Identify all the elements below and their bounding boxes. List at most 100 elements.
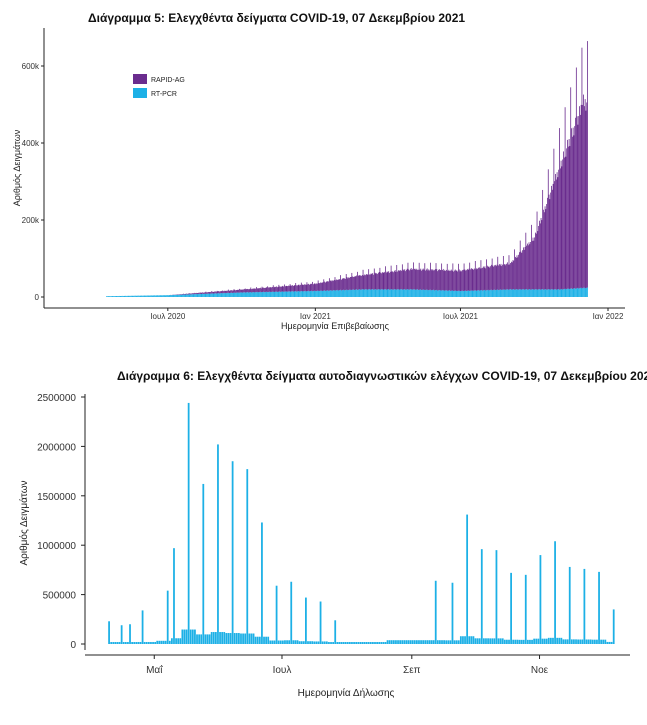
bar-rt-pcr bbox=[336, 289, 338, 297]
bar-rapid-ag bbox=[531, 240, 533, 290]
bar-rt-pcr bbox=[397, 289, 399, 297]
bar-rt-pcr bbox=[498, 289, 500, 297]
bar-rapid-ag bbox=[458, 269, 460, 291]
bar-rt-pcr bbox=[111, 296, 113, 297]
bar-rt-pcr bbox=[341, 290, 343, 297]
bar-rapid-ag bbox=[349, 277, 350, 290]
bar-rt-pcr bbox=[535, 289, 536, 297]
bar-self-test bbox=[340, 642, 343, 644]
bar-rapid-ag bbox=[182, 294, 184, 295]
bar-rt-pcr bbox=[430, 290, 432, 297]
bar-rt-pcr bbox=[320, 290, 322, 297]
bar-self-test bbox=[277, 640, 280, 644]
bar-self-test bbox=[191, 629, 194, 644]
bar-rapid-ag bbox=[297, 285, 299, 292]
bar-rt-pcr bbox=[523, 289, 524, 297]
bar-rapid-ag bbox=[526, 245, 528, 290]
bar-rt-pcr bbox=[155, 295, 157, 297]
bar-rapid-ag bbox=[544, 206, 546, 290]
bar-rt-pcr bbox=[376, 289, 378, 297]
bar-self-test bbox=[549, 637, 552, 644]
bar-rt-pcr bbox=[422, 289, 424, 297]
bar-self-test bbox=[108, 621, 110, 644]
bar-self-test bbox=[612, 609, 615, 644]
bar-rapid-ag bbox=[447, 270, 449, 291]
bar-rapid-ag bbox=[252, 288, 253, 293]
bar-rapid-ag bbox=[298, 284, 300, 292]
bar-rapid-ag bbox=[241, 289, 243, 293]
bar-rt-pcr bbox=[476, 290, 478, 297]
bar-rt-pcr bbox=[448, 290, 450, 297]
bar-rapid-ag bbox=[195, 292, 197, 295]
bar-self-test bbox=[298, 641, 301, 644]
bar-rapid-ag bbox=[563, 157, 565, 289]
bar-rt-pcr bbox=[224, 292, 226, 297]
bar-rapid-ag bbox=[548, 194, 550, 290]
bar-rapid-ag bbox=[427, 270, 429, 291]
bar-rapid-ag bbox=[410, 268, 412, 290]
bar-rapid-ag bbox=[438, 270, 439, 291]
bar-rapid-ag bbox=[450, 269, 452, 291]
bar-rt-pcr bbox=[112, 296, 114, 297]
bar-rt-pcr bbox=[443, 290, 445, 297]
bar-rapid-ag bbox=[215, 291, 216, 294]
bar-rt-pcr bbox=[345, 289, 347, 297]
bar-rt-pcr bbox=[154, 295, 155, 297]
bar-rapid-ag bbox=[397, 271, 398, 290]
bar-rapid-ag bbox=[519, 240, 521, 290]
bar-self-test bbox=[512, 639, 515, 644]
bar-rt-pcr bbox=[335, 290, 337, 297]
bar-rt-pcr bbox=[425, 289, 427, 297]
bar-rt-pcr bbox=[326, 290, 328, 297]
bar-rapid-ag bbox=[273, 287, 275, 293]
bar-self-test bbox=[212, 632, 215, 644]
bar-rt-pcr bbox=[341, 290, 342, 297]
bar-rapid-ag bbox=[276, 286, 277, 292]
bar-rt-pcr bbox=[507, 289, 509, 297]
bar-rapid-ag bbox=[215, 291, 217, 294]
bar-rapid-ag bbox=[552, 183, 554, 290]
x-tick-label: Σεπ bbox=[403, 665, 421, 676]
bar-rt-pcr bbox=[382, 289, 384, 297]
bar-rapid-ag bbox=[235, 290, 236, 293]
bar-rapid-ag bbox=[418, 262, 420, 290]
bar-rt-pcr bbox=[329, 290, 331, 297]
bar-rt-pcr bbox=[248, 292, 250, 297]
bar-rt-pcr bbox=[540, 289, 542, 297]
bar-rapid-ag bbox=[430, 269, 432, 291]
bar-rt-pcr bbox=[394, 289, 396, 297]
bar-self-test bbox=[422, 640, 425, 644]
bar-rt-pcr bbox=[547, 289, 548, 297]
bar-rt-pcr bbox=[501, 290, 503, 297]
bar-rapid-ag bbox=[227, 289, 229, 293]
bar-rapid-ag bbox=[377, 273, 379, 290]
bar-rt-pcr bbox=[336, 290, 337, 297]
bar-self-test bbox=[124, 642, 127, 644]
bar-rapid-ag bbox=[272, 285, 274, 292]
bar-rt-pcr bbox=[172, 294, 174, 297]
bar-rapid-ag bbox=[439, 270, 441, 290]
bar-rt-pcr bbox=[267, 292, 269, 297]
bar-rt-pcr bbox=[175, 294, 177, 297]
bar-rt-pcr bbox=[123, 295, 125, 297]
bar-rt-pcr bbox=[551, 289, 553, 297]
bar-rapid-ag bbox=[263, 287, 265, 292]
bar-rapid-ag bbox=[403, 270, 405, 290]
bar-rapid-ag bbox=[411, 269, 413, 290]
bar-rapid-ag bbox=[517, 257, 519, 290]
bar-rapid-ag bbox=[446, 269, 447, 291]
bar-self-test bbox=[401, 640, 404, 644]
bar-rapid-ag bbox=[227, 290, 228, 293]
bar-rapid-ag bbox=[551, 185, 552, 290]
bar-rt-pcr bbox=[217, 293, 219, 297]
bar-rt-pcr bbox=[296, 291, 298, 297]
bar-self-test bbox=[269, 640, 272, 644]
bar-rt-pcr bbox=[574, 288, 576, 297]
bar-self-test bbox=[424, 640, 427, 644]
bar-rapid-ag bbox=[455, 270, 457, 291]
bar-self-test bbox=[568, 566, 571, 644]
bar-rt-pcr bbox=[114, 296, 115, 297]
bar-rapid-ag bbox=[223, 290, 225, 294]
bar-self-test bbox=[533, 638, 536, 644]
bar-rapid-ag bbox=[574, 126, 576, 289]
